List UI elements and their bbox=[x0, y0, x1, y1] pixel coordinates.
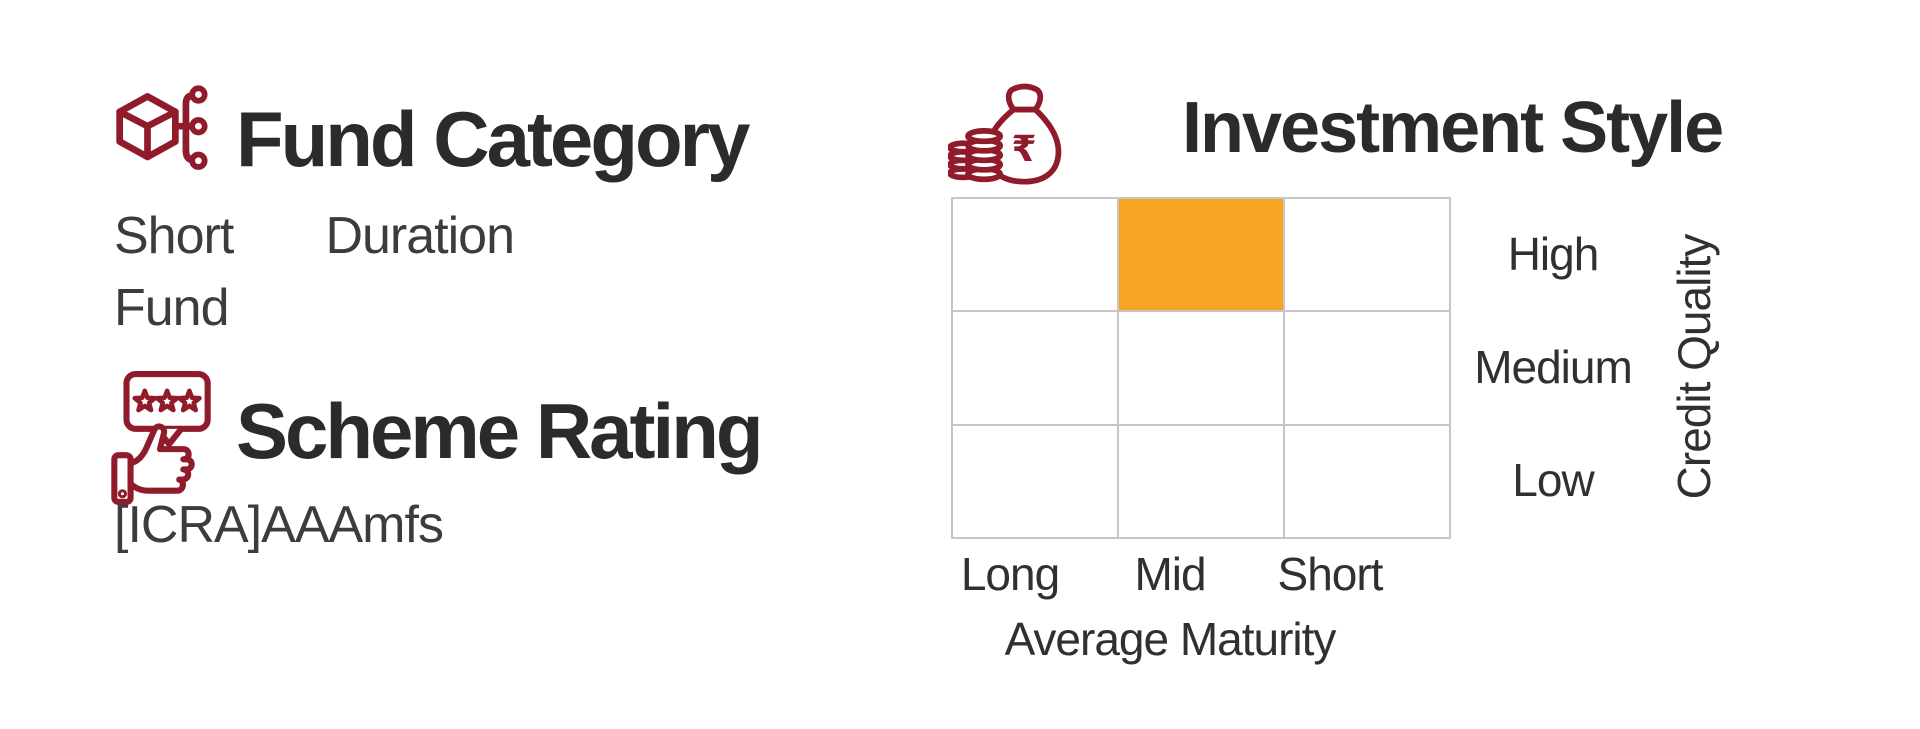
fund-category-icon bbox=[112, 82, 208, 180]
money-bag-coins-icon: ₹ bbox=[948, 80, 1062, 196]
average-maturity-axis-title: Average Maturity bbox=[1004, 613, 1337, 665]
style-grid bbox=[951, 197, 1451, 539]
fund-category-value: Short Duration Fund bbox=[114, 207, 515, 337]
scheme-rating-value: [ICRA]AAAmfs bbox=[114, 496, 444, 554]
scheme-rating-title: Scheme Rating bbox=[236, 387, 763, 475]
style-grid-cell-low-long bbox=[952, 424, 1118, 538]
credit-quality-row-labels: High Medium Low bbox=[1458, 197, 1648, 537]
row-label-low: Low bbox=[1512, 454, 1594, 507]
investment-style-title: Investment Style bbox=[1182, 88, 1724, 168]
row-label-medium: Medium bbox=[1474, 340, 1633, 393]
col-label-long: Long bbox=[960, 548, 1060, 600]
row-label-high: High bbox=[1507, 227, 1600, 280]
average-maturity-col-labels: Long Mid Short bbox=[930, 546, 1410, 602]
style-grid-cell-high-short bbox=[1284, 198, 1450, 312]
scheme-rating-icon bbox=[110, 370, 212, 510]
rupee-symbol-glyph: ₹ bbox=[1011, 128, 1036, 170]
col-label-mid: Mid bbox=[1134, 548, 1206, 600]
style-grid-cell-medium-long bbox=[952, 311, 1118, 425]
credit-quality-axis-title: Credit Quality bbox=[1668, 234, 1720, 500]
style-grid-cell-medium-mid bbox=[1118, 311, 1284, 425]
fund-category-title: Fund Category bbox=[236, 95, 750, 183]
style-grid-cell-low-mid bbox=[1118, 424, 1284, 538]
style-grid-cell-low-short bbox=[1284, 424, 1450, 538]
style-grid-cell-high-long bbox=[952, 198, 1118, 312]
col-label-short: Short bbox=[1277, 548, 1384, 600]
style-grid-cell-medium-short bbox=[1284, 311, 1450, 425]
style-grid-cell-high-mid-highlighted bbox=[1118, 198, 1284, 312]
